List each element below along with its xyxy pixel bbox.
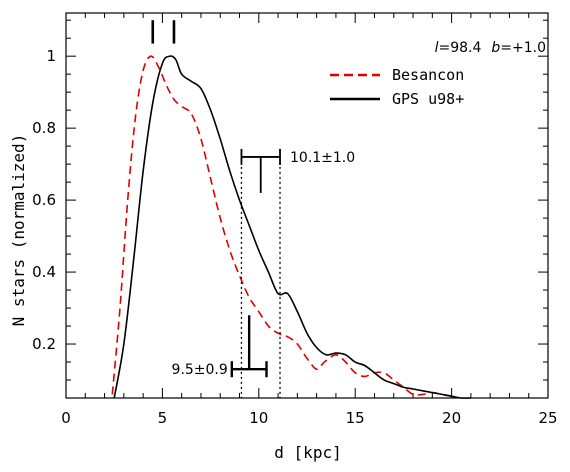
b-value: =+1.0 — [500, 40, 546, 56]
annotations: 10.1±1.0 9.5±0.9 — [151, 20, 355, 398]
y-tick-label: 1 — [46, 47, 56, 65]
plot-frame — [65, 12, 549, 399]
tick-labels: 0 5 10 15 20 25 0.2 0.4 0.6 0.8 1 — [32, 47, 557, 427]
x-tick-label: 20 — [442, 409, 461, 427]
y-tick-label: 0.8 — [32, 119, 56, 137]
annotation-label: 9.5±0.9 — [172, 362, 228, 378]
legend-label-gps: GPS u98+ — [392, 90, 464, 108]
y-tick-label: 0.4 — [32, 263, 56, 281]
y-tick-label: 0.2 — [32, 335, 56, 353]
y-axis-title: N stars (normalized) — [9, 134, 28, 327]
b-symbol: b — [491, 40, 500, 56]
x-tick-label: 25 — [538, 409, 557, 427]
series-group — [111, 55, 471, 399]
annotation-label: 10.1±1.0 — [290, 150, 355, 166]
legend: Besancon GPS u98+ — [330, 66, 464, 108]
l-value: =98.4 — [438, 40, 481, 56]
series-line-gps — [113, 55, 471, 399]
x-tick-label: 0 — [61, 409, 71, 427]
svg-text:l=98.4b=+1.0: l=98.4 b=+1.0 — [435, 40, 546, 56]
x-axis-title: d [kpc] — [274, 443, 341, 462]
x-tick-label: 15 — [346, 409, 365, 427]
coordinates-label: l=98.4 b=+1.0 — [435, 40, 546, 56]
legend-label-besancon: Besancon — [392, 66, 464, 84]
plot-border — [65, 12, 549, 399]
x-tick-label: 10 — [249, 409, 268, 427]
series-line-besancon — [111, 55, 452, 397]
l-symbol: l — [435, 40, 439, 56]
y-tick-label: 0.6 — [32, 191, 56, 209]
x-tick-label: 5 — [158, 409, 168, 427]
axis-ticks — [65, 13, 549, 398]
